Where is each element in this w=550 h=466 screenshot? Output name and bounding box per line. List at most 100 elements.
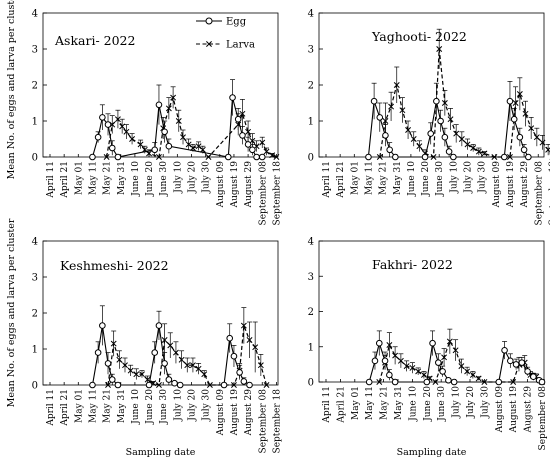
legend-egg-label: Egg [226,17,247,28]
y-axis-title: Mean No. of eggs and larva per cluster [6,218,17,407]
chart-panel-2: 0 1 2 3 4 April 11 April 21 May 01 May 11 May 21 M… [308,9,550,226]
chart-panel-3: 0 1 2 3 4 April 11 April 21 May 01 May 11 May 21 M… [6,218,282,458]
larva-point [405,127,412,133]
egg-point [155,101,163,109]
x-tick-label: June 20 [145,161,155,197]
larva-point [123,128,130,135]
egg-point [518,359,526,366]
x-tick-label: May 21 [103,389,113,423]
larva-point [167,342,174,349]
larva-point [441,100,448,106]
egg-point [234,115,242,123]
larva-point [441,354,448,361]
chart-panel-1: 0 1 2 3 4 April 11 April 21 May 01 May 11 May 21 M… [6,0,282,225]
egg-point [506,97,514,105]
egg-point [229,94,236,101]
x-tick-label: April 21 [336,161,346,199]
x-tick-label: May 31 [117,389,127,423]
larva-point [105,382,111,388]
larva-point [533,134,540,141]
y-tick-label: 2 [32,309,38,320]
x-tick-label: September 18 [272,389,282,454]
larva-point [469,371,476,378]
egg-point [375,339,383,347]
larva-point [156,154,162,160]
larva-series [105,307,270,388]
y-tick-label: 2 [32,81,38,92]
larva-point [475,375,482,382]
chart-title: Keshmeshi- 2022 [60,258,169,273]
larva-point [403,363,410,370]
larva-point [393,82,400,88]
x-tick-label: September 18 [548,161,550,226]
larva-point [510,379,517,385]
egg-point [392,153,399,161]
larva-point [545,146,550,153]
egg-point [427,130,435,137]
larva-point [416,143,423,150]
y-tick-label: 1 [308,342,314,353]
larva-point [376,154,383,160]
x-tick-label: June 20 [145,389,155,425]
larva-point [453,130,460,137]
x-tick-label: June 10 [131,389,141,425]
x-tick-label: April 11 [322,386,332,424]
x-tick-label: May 31 [117,161,127,195]
x-tick-label: August 09 [216,389,226,437]
egg-point [249,146,256,154]
larva-point [133,371,140,378]
chart-title: Fakhri- 2022 [372,257,453,272]
egg-point [94,349,102,356]
larva-point [415,368,422,375]
larva-point [397,357,404,364]
larva-point [410,136,417,142]
larva-point [392,352,399,359]
egg-point [450,378,458,386]
larva-point [230,382,237,388]
egg-point [176,381,184,389]
larva-point [273,154,280,160]
larva-point [165,105,172,112]
larva-point [195,365,202,372]
x-tick-label: August 29 [524,386,534,434]
y-tick-label: 2 [308,307,314,318]
x-tick-label: June 10 [131,161,141,197]
larva-point [259,139,266,146]
x-tick-label: May 11 [88,389,98,423]
x-tick-label: August 09 [216,161,226,209]
larva-point [447,116,454,123]
egg-point [510,115,518,123]
egg-point [512,361,520,368]
x-tick-label: August 19 [230,161,240,209]
egg-point [507,357,514,365]
egg-point [365,378,373,386]
x-tick-label: April 21 [60,161,70,199]
y-tick-label: 1 [32,345,38,356]
egg-point [104,121,112,128]
x-tick-label: April 21 [336,386,346,424]
egg-point [108,144,116,152]
y-axis-title: Mean No. of eggs and larva per cluster [6,0,17,179]
larva-point [458,136,465,142]
larva-point [269,152,276,159]
x-tick-label: July 10 [173,161,183,194]
egg-point [524,368,531,375]
egg-line [91,325,250,386]
egg-point [89,153,96,161]
egg-point [439,368,446,375]
chart-panel-4: 0 1 2 3 4 April 11 April 21 May 01 May 11 May 21 M… [308,237,548,459]
egg-point [220,381,228,389]
larva-point [475,148,482,155]
larva-point [506,154,513,160]
x-tick-label: August 19 [230,389,240,437]
x-tick-label: May 11 [88,161,98,195]
larva-point [522,110,529,117]
x-tick-label: May 11 [364,161,374,195]
egg-series [365,81,532,161]
x-tick-label: August 29 [244,389,254,437]
egg-point [520,146,528,154]
egg-point [500,153,508,161]
larva-point [172,349,179,356]
x-tick-label: September 18 [272,161,282,226]
egg-point [501,346,508,354]
